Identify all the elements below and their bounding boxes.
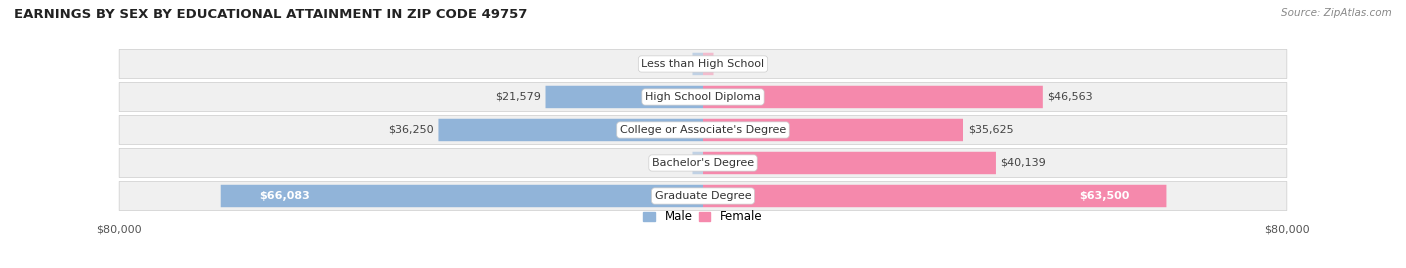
Text: $66,083: $66,083 xyxy=(259,191,311,201)
FancyBboxPatch shape xyxy=(703,152,995,174)
FancyBboxPatch shape xyxy=(120,148,1286,177)
Text: $21,579: $21,579 xyxy=(495,92,541,102)
Legend: Male, Female: Male, Female xyxy=(638,206,768,228)
FancyBboxPatch shape xyxy=(703,53,713,75)
FancyBboxPatch shape xyxy=(221,185,703,207)
FancyBboxPatch shape xyxy=(120,83,1286,111)
FancyBboxPatch shape xyxy=(693,152,703,174)
Text: $0: $0 xyxy=(673,158,688,168)
FancyBboxPatch shape xyxy=(693,53,703,75)
FancyBboxPatch shape xyxy=(703,185,1167,207)
Text: $36,250: $36,250 xyxy=(388,125,434,135)
Text: EARNINGS BY SEX BY EDUCATIONAL ATTAINMENT IN ZIP CODE 49757: EARNINGS BY SEX BY EDUCATIONAL ATTAINMEN… xyxy=(14,8,527,21)
FancyBboxPatch shape xyxy=(703,86,1043,108)
Text: College or Associate's Degree: College or Associate's Degree xyxy=(620,125,786,135)
FancyBboxPatch shape xyxy=(703,119,963,141)
Text: $46,563: $46,563 xyxy=(1047,92,1092,102)
Text: $40,139: $40,139 xyxy=(1001,158,1046,168)
Text: $35,625: $35,625 xyxy=(967,125,1014,135)
FancyBboxPatch shape xyxy=(120,116,1286,144)
FancyBboxPatch shape xyxy=(439,119,703,141)
Text: Bachelor's Degree: Bachelor's Degree xyxy=(652,158,754,168)
Text: $0: $0 xyxy=(673,59,688,69)
Text: Less than High School: Less than High School xyxy=(641,59,765,69)
FancyBboxPatch shape xyxy=(546,86,703,108)
Text: Source: ZipAtlas.com: Source: ZipAtlas.com xyxy=(1281,8,1392,18)
Text: Graduate Degree: Graduate Degree xyxy=(655,191,751,201)
Text: High School Diploma: High School Diploma xyxy=(645,92,761,102)
FancyBboxPatch shape xyxy=(120,49,1286,79)
FancyBboxPatch shape xyxy=(120,181,1286,211)
Text: $0: $0 xyxy=(718,59,733,69)
Text: $63,500: $63,500 xyxy=(1078,191,1129,201)
